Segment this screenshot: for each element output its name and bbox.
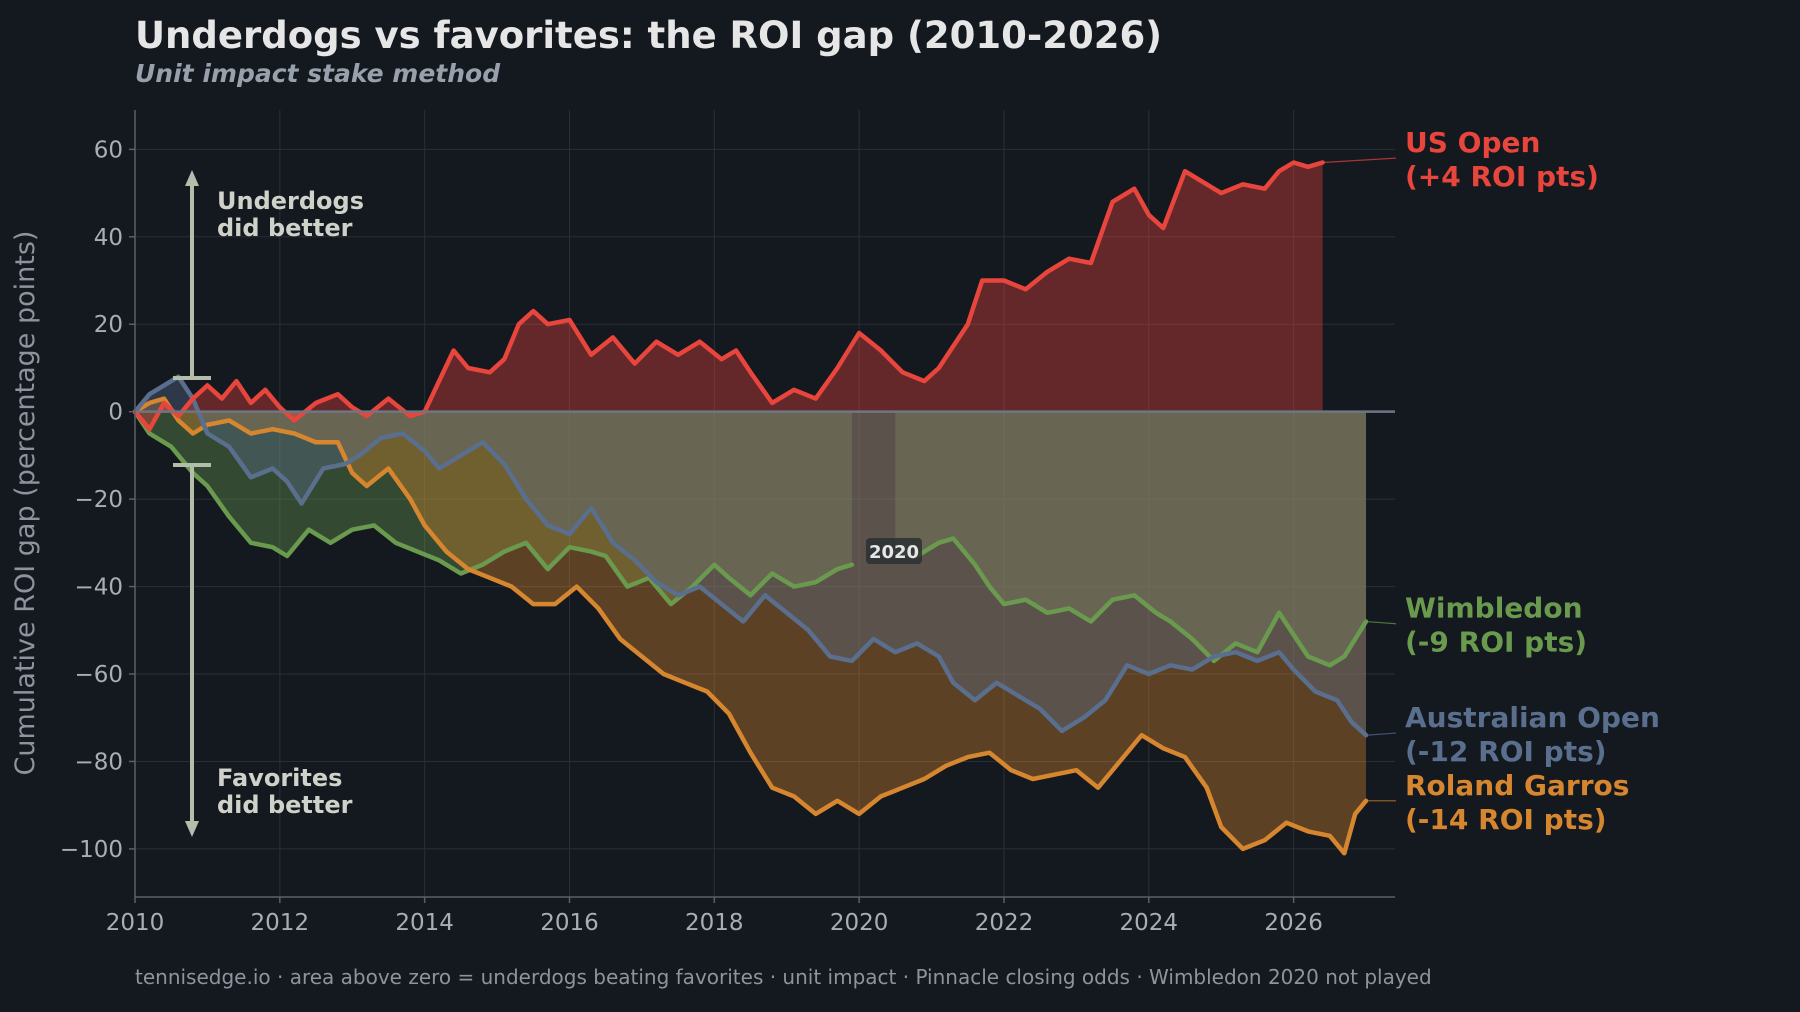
x-tick-label: 2016 [540,910,599,936]
direction-arrows: Underdogs did better Favorites did bette… [173,170,364,837]
wimbledon-area [135,411,852,605]
grid-layer [134,110,1395,897]
up-arrowhead-icon [185,170,199,186]
wimbledon-line [893,536,1369,668]
y-tick-label: −80 [74,749,123,775]
chart-subtitle: Unit impact stake method [135,59,501,88]
wimbledon-leader [1365,620,1397,625]
roland-garros-label-name: Roland Garros [1405,769,1629,802]
area-layer [135,162,1366,854]
y-tick-label: 40 [94,225,123,251]
wimbledon-line [132,409,855,607]
down-arrowhead-icon [185,821,199,837]
axis-layer: 60 40 20 0 −20 −40 −60 −80 −100 2010 2012 2014 2016 2… [10,110,1395,936]
australian-open-label-value: (-12 ROI pts) [1405,735,1607,768]
y-tick-label: 60 [94,137,123,163]
x-tick-label: 2010 [106,910,165,936]
us-open-line [132,160,1325,432]
wimbledon-label-name: Wimbledon [1405,592,1583,625]
x-tick-label: 2020 [830,910,889,936]
us-open-label-name: US Open [1405,126,1540,159]
us-open-label-value: (+4 ROI pts) [1405,160,1599,193]
y-axis-title: Cumulative ROI gap (percentage points) [10,231,41,776]
x-tick-label: 2014 [395,910,454,936]
label-layer: Wimbledon(-9 ROI pts) Roland Garros(-14 R… [1322,126,1660,836]
roland-garros-area [135,398,1366,854]
y-tick-label: 20 [94,312,123,338]
x-tick-label: 2026 [1264,910,1323,936]
gap-marker: 2020 [866,538,922,564]
favorites-label-line2: did better [217,791,353,819]
y-tick-label: −100 [60,837,123,863]
y-tick-label: −60 [74,662,123,688]
underdogs-label-line1: Underdogs [217,187,364,215]
y-tick-label: 0 [108,400,123,426]
wimbledon-label-value: (-9 ROI pts) [1405,626,1587,659]
y-tick-label: −20 [74,487,123,513]
favorites-label-line1: Favorites [217,764,342,792]
australian-open-leader [1365,732,1397,736]
chart-title: Underdogs vs favorites: the ROI gap (201… [135,14,1162,57]
x-tick-label: 2012 [251,910,310,936]
footer-note: tennisedge.io · area above zero = underd… [135,965,1432,989]
australian-open-line [132,374,1369,738]
australian-open-label-name: Australian Open [1405,701,1660,734]
roland-garros-label-value: (-14 ROI pts) [1405,803,1607,836]
gap-marker-box [866,538,922,564]
y-tick-label: −40 [74,575,123,601]
gap-marker-label: 2020 [869,542,919,563]
roland-garros-line [132,396,1369,856]
australian-open-area [135,376,1366,736]
x-tick-label: 2018 [685,910,744,936]
us-open-leader [1322,157,1397,164]
x-tick-label: 2022 [975,910,1034,936]
x-tick-label: 2024 [1120,910,1179,936]
line-layer [132,160,1369,856]
us-open-area [135,162,1323,430]
underdogs-label-line2: did better [217,214,353,242]
